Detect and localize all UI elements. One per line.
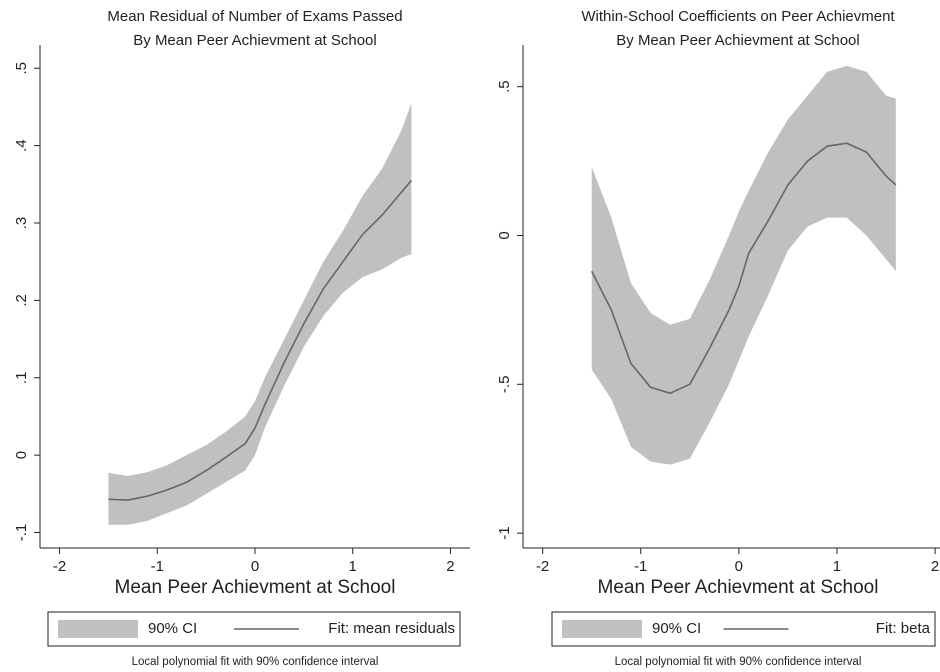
x-axis-title: Mean Peer Achievment at School [115, 577, 396, 598]
note: Local polynomial fit with 90% confidence… [132, 656, 379, 668]
y-tick-label: 0 [13, 451, 30, 459]
y-tick-label: .5 [496, 80, 513, 93]
legend-label: Fit: mean residuals [328, 620, 455, 637]
confidence-band [108, 103, 412, 525]
y-tick-label: .1 [13, 371, 30, 384]
x-tick-label: -1 [151, 558, 164, 575]
chart-title: By Mean Peer Achievment at School [616, 32, 859, 49]
x-tick-label: -2 [536, 558, 549, 575]
y-tick-label: .3 [13, 217, 30, 230]
legend-label: 90% CI [652, 620, 701, 637]
y-tick-label: -.5 [496, 376, 513, 394]
x-tick-label: -1 [634, 558, 647, 575]
x-axis-title: Mean Peer Achievment at School [598, 577, 879, 598]
fit-line [590, 142, 897, 395]
legend-swatch [58, 620, 138, 638]
legend-box [551, 611, 936, 647]
x-tick-label: 0 [735, 558, 743, 575]
legend-label: Fit: beta [876, 620, 931, 637]
confidence-band [591, 65, 896, 465]
y-tick-label: 0 [496, 231, 513, 239]
y-tick-label: .5 [13, 62, 30, 75]
x-tick-label: 0 [251, 558, 259, 575]
legend-box [47, 611, 461, 647]
y-tick-label: -.1 [13, 524, 30, 542]
x-tick-label: 1 [833, 558, 841, 575]
x-tick-label: 2 [931, 558, 939, 575]
legend-label: 90% CI [148, 620, 197, 637]
y-tick-label: .2 [13, 294, 30, 307]
fit-line [108, 179, 412, 501]
y-tick-label: .4 [13, 139, 30, 152]
x-tick-label: 2 [446, 558, 454, 575]
legend-swatch [562, 620, 642, 638]
chart-title: By Mean Peer Achievment at School [133, 32, 376, 49]
chart-title: Mean Residual of Number of Exams Passed [107, 8, 402, 25]
x-tick-label: 1 [349, 558, 357, 575]
note: Local polynomial fit with 90% confidence… [615, 656, 862, 668]
chart-title: Within-School Coefficients on Peer Achie… [581, 8, 895, 25]
y-tick-label: -1 [496, 526, 513, 539]
x-tick-label: -2 [53, 558, 66, 575]
